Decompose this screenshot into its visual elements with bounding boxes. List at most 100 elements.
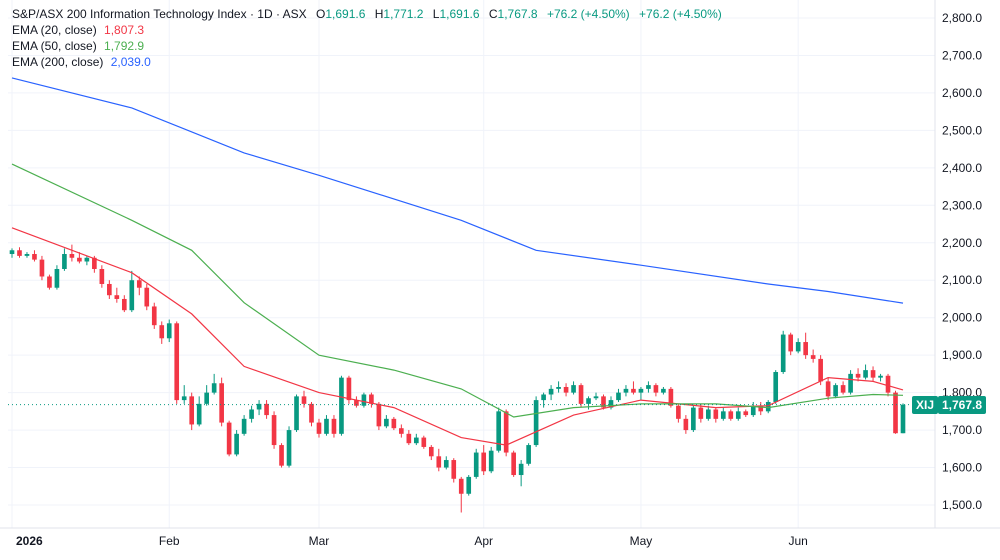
candle <box>893 390 898 434</box>
candle-body <box>878 375 883 378</box>
candle <box>661 386 666 395</box>
ema-line-2 <box>11 77 904 304</box>
low-value: 1,691.6 <box>439 7 480 21</box>
candle <box>900 403 906 434</box>
candle-body <box>825 381 831 397</box>
candle <box>743 409 749 417</box>
price-tick-label: 2,800.0 <box>942 11 982 25</box>
candle-body <box>77 257 82 262</box>
candle-body <box>166 323 172 339</box>
candle-body <box>286 430 292 466</box>
price-tick-label: 2,500.0 <box>942 123 982 137</box>
candle-body <box>264 403 269 416</box>
candle <box>713 407 719 423</box>
candle <box>653 383 659 397</box>
candle-body <box>219 383 224 423</box>
ema50-legend-row[interactable]: EMA (50, close) 1,792.9 <box>12 38 722 54</box>
price-tick-label: 1,600.0 <box>942 461 982 475</box>
candle <box>369 392 374 408</box>
candle <box>473 448 479 479</box>
candle-body <box>428 446 434 457</box>
candle <box>758 401 764 416</box>
candle <box>39 255 45 281</box>
candle-body <box>196 403 202 425</box>
candle-body <box>99 268 105 284</box>
candle-body <box>893 392 898 434</box>
symbol-badge: XIJ <box>912 395 939 414</box>
candle <box>264 400 269 419</box>
candle-body <box>189 396 195 425</box>
candle <box>496 407 502 453</box>
candle-body <box>533 400 539 446</box>
candle <box>728 409 734 421</box>
candle <box>99 265 105 288</box>
open-value: 1,691.6 <box>325 7 366 21</box>
time-tick-label: Mar <box>309 534 330 548</box>
candle <box>346 375 352 404</box>
candle <box>421 435 427 449</box>
candle <box>750 401 756 417</box>
price-tick-label: 1,700.0 <box>942 423 982 437</box>
time-axis[interactable]: 2026 Feb Mar Apr May Jun <box>0 527 1000 548</box>
candle-body <box>32 254 37 260</box>
candle <box>181 385 187 404</box>
candle-body <box>406 433 412 444</box>
ema200-value: 2,039.0 <box>110 55 151 69</box>
candle-body <box>833 385 838 397</box>
ema-lines <box>8 77 935 446</box>
candle <box>121 295 127 313</box>
candle-body <box>129 280 135 311</box>
candle <box>144 283 150 311</box>
candle-body <box>750 405 756 416</box>
candle-body <box>458 478 464 494</box>
candle <box>451 458 457 483</box>
candle <box>428 445 434 461</box>
candle <box>720 407 726 421</box>
candle-body <box>518 463 524 476</box>
candle-body <box>818 358 823 382</box>
candle-body <box>436 456 442 468</box>
candle <box>62 248 67 271</box>
candle <box>129 270 135 313</box>
candle <box>616 388 621 402</box>
candle <box>803 332 808 359</box>
candle-body <box>174 323 180 401</box>
candle-body <box>159 325 165 339</box>
candle-body <box>391 418 397 429</box>
candle-body <box>616 392 621 401</box>
candle-body <box>301 396 307 404</box>
candle-body <box>211 383 217 393</box>
price-axis[interactable]: 2,800.0 2,700.0 2,600.0 2,500.0 2,400.0 2,300… <box>934 0 982 528</box>
candle <box>691 405 696 432</box>
candle <box>17 247 22 258</box>
candle <box>84 255 90 266</box>
candle <box>234 430 239 457</box>
candle <box>601 394 606 410</box>
candle <box>384 415 389 429</box>
price-tick-label: 2,000.0 <box>942 311 982 325</box>
candle-body <box>735 411 741 419</box>
candle <box>840 381 846 395</box>
candle-body <box>204 392 209 404</box>
symbol-legend-row[interactable]: S&P/ASX 200 Information Technology Index… <box>12 6 722 22</box>
candle-body <box>713 409 719 419</box>
candle-body <box>256 403 262 410</box>
candle <box>354 396 359 408</box>
ema20-legend-row[interactable]: EMA (20, close) 1,807.3 <box>12 22 722 38</box>
candles-group <box>9 244 906 513</box>
change-value-repeat: +76.2 (+4.50%) <box>639 7 722 21</box>
candle-body <box>578 385 584 404</box>
candle <box>114 287 120 303</box>
candle <box>488 446 494 474</box>
candle-body <box>234 433 239 455</box>
price-tick-label: 2,700.0 <box>942 48 982 62</box>
candle-body <box>481 452 487 472</box>
exchange-label: ASX <box>282 7 307 21</box>
candle <box>548 385 554 401</box>
candle <box>518 460 524 487</box>
price-tick-label: 2,600.0 <box>942 86 982 100</box>
ema200-legend-row[interactable]: EMA (200, close) 2,039.0 <box>12 54 722 70</box>
candle <box>151 302 157 329</box>
candle <box>241 415 247 436</box>
